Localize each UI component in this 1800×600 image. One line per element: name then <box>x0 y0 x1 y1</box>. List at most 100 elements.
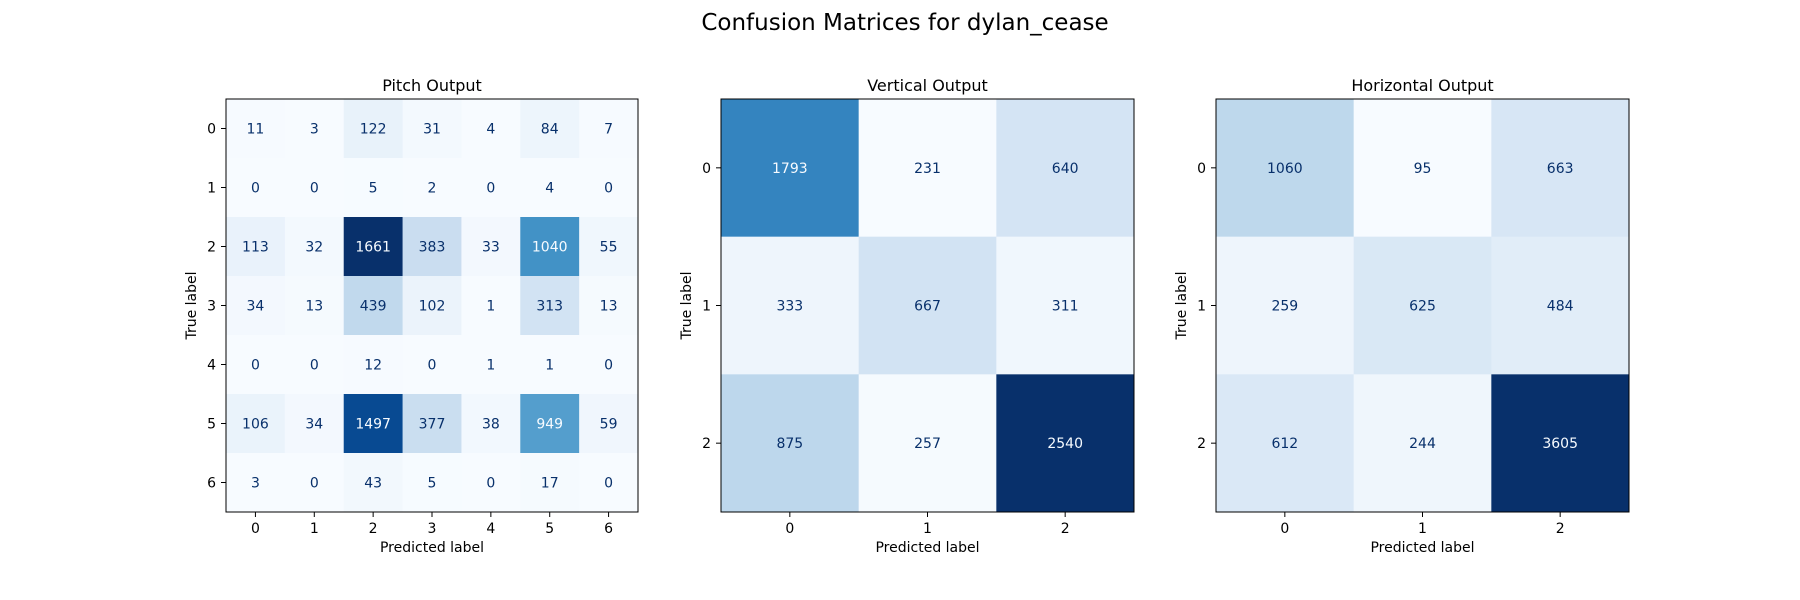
heatmap-cell <box>579 453 639 513</box>
heatmap-cell <box>284 158 345 218</box>
heatmap-cell <box>721 99 860 238</box>
cell-value-label: 231 <box>914 161 941 177</box>
heatmap-cell <box>343 453 404 513</box>
heatmap-cell <box>284 276 345 336</box>
heatmap-cell <box>284 453 345 513</box>
x-tick-label: 3 <box>428 521 437 537</box>
heatmap-cell <box>284 394 345 454</box>
cell-value-label: 1661 <box>355 240 391 256</box>
heatmap-cell <box>579 217 639 277</box>
heatmap-cell <box>520 394 580 454</box>
cell-value-label: 244 <box>1409 436 1436 452</box>
figure-title: Confusion Matrices for dylan_cease <box>701 10 1108 36</box>
heatmap-cell <box>520 335 580 395</box>
cell-value-label: 5 <box>369 181 378 197</box>
cell-value-label: 113 <box>242 240 269 256</box>
x-tick-label: 6 <box>604 521 613 537</box>
cell-value-label: 13 <box>305 299 323 315</box>
heatmap-cell <box>996 374 1135 513</box>
cell-value-label: 0 <box>428 358 437 374</box>
heatmap-cell <box>226 276 286 336</box>
cell-value-label: 1793 <box>772 161 808 177</box>
heatmap-cell <box>721 236 860 375</box>
x-axis-label: Predicted label <box>1370 540 1474 556</box>
cell-value-label: 377 <box>419 417 446 433</box>
cell-value-label: 17 <box>541 476 559 492</box>
heatmap-cell <box>858 236 997 375</box>
x-tick-label: 0 <box>1280 521 1289 537</box>
heatmap-cell <box>996 99 1135 238</box>
heatmap-cell <box>461 335 521 395</box>
cell-value-label: 949 <box>536 417 563 433</box>
heatmap-cell <box>461 158 521 218</box>
heatmap-cell <box>226 335 286 395</box>
cell-value-label: 4 <box>486 122 495 138</box>
heatmap-cell <box>1216 374 1355 513</box>
heatmap-cell <box>226 453 286 513</box>
cell-value-label: 84 <box>541 122 559 138</box>
cell-value-label: 1497 <box>355 417 391 433</box>
heatmap-cell <box>402 335 462 395</box>
heatmap-cell <box>461 394 521 454</box>
heatmap-cell <box>461 217 521 277</box>
cell-value-label: 0 <box>310 358 319 374</box>
heatmap-cell <box>579 394 639 454</box>
cell-value-label: 43 <box>364 476 382 492</box>
cell-value-label: 5 <box>428 476 437 492</box>
x-tick-label: 1 <box>310 521 319 537</box>
heatmap-cell <box>461 276 521 336</box>
y-tick-label: 0 <box>702 161 711 177</box>
cell-value-label: 122 <box>360 122 387 138</box>
heatmap-cell <box>1491 374 1630 513</box>
cell-value-label: 106 <box>242 417 269 433</box>
heatmap-cell <box>520 158 580 218</box>
cell-value-label: 0 <box>310 181 319 197</box>
cell-value-label: 4 <box>545 181 554 197</box>
y-tick-label: 1 <box>1197 299 1206 315</box>
cell-value-label: 0 <box>604 181 613 197</box>
vertical-confusion-matrix: 1793 231 640 333 667 311 875 257 2540 Vertical Ou… <box>679 76 1135 556</box>
x-tick-label: 4 <box>486 521 495 537</box>
y-tick-label: 4 <box>207 358 216 374</box>
cell-value-label: 259 <box>1271 299 1298 315</box>
heatmap-cell <box>343 276 404 336</box>
heatmap-cell <box>1491 99 1630 238</box>
heatmap-cell <box>343 158 404 218</box>
heatmap-cell <box>520 217 580 277</box>
y-tick-label: 2 <box>702 436 711 452</box>
chart-title: Vertical Output <box>867 76 988 95</box>
heatmap-cell <box>1353 374 1492 513</box>
cell-value-label: 0 <box>486 476 495 492</box>
heatmap-cell <box>579 158 639 218</box>
cell-value-label: 95 <box>1414 161 1432 177</box>
y-tick-label: 1 <box>207 181 216 197</box>
y-axis-label: True label <box>1174 271 1190 340</box>
heatmap-cell <box>721 374 860 513</box>
cell-value-label: 33 <box>482 240 500 256</box>
heatmap-cell <box>402 453 462 513</box>
cell-value-label: 484 <box>1547 299 1574 315</box>
cell-value-label: 1 <box>486 358 495 374</box>
cell-value-label: 667 <box>914 299 941 315</box>
y-tick-label: 5 <box>207 417 216 433</box>
heatmap-cell <box>402 394 462 454</box>
y-axis-label: True label <box>679 271 695 340</box>
heatmap-cell <box>520 276 580 336</box>
cell-value-label: 3 <box>310 122 319 138</box>
chart-title: Pitch Output <box>382 76 482 95</box>
x-axis-label: Predicted label <box>380 540 484 556</box>
heatmap-cell <box>1491 236 1630 375</box>
heatmap-cell <box>1216 236 1355 375</box>
cell-value-label: 0 <box>486 181 495 197</box>
heatmap-cell <box>1353 236 1492 375</box>
cell-value-label: 31 <box>423 122 441 138</box>
y-tick-label: 0 <box>207 122 216 138</box>
cell-value-label: 34 <box>247 299 265 315</box>
cell-value-label: 333 <box>776 299 803 315</box>
heatmap-cell <box>226 217 286 277</box>
cell-value-label: 7 <box>604 122 613 138</box>
heatmap-cell <box>520 99 580 159</box>
cell-value-label: 875 <box>776 436 803 452</box>
cell-value-label: 625 <box>1409 299 1436 315</box>
